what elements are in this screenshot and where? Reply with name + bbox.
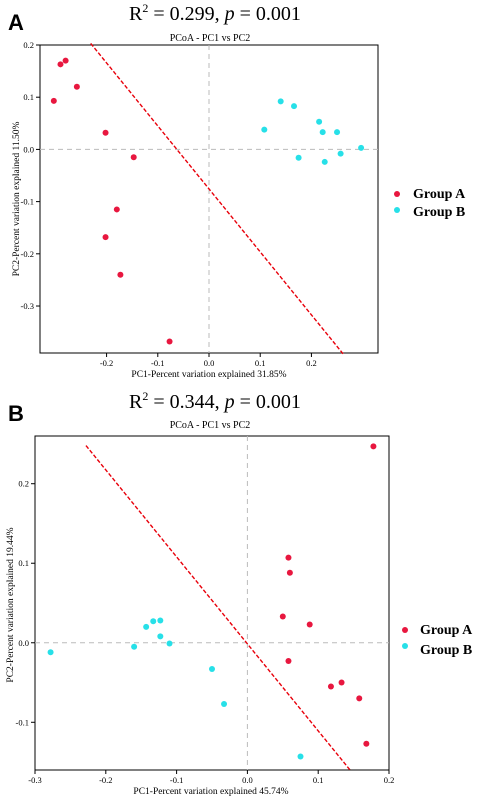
y-tick-label: -0.3 xyxy=(21,301,34,311)
point-group-a xyxy=(50,97,57,104)
point-group-b xyxy=(47,649,54,656)
plot-frame xyxy=(34,435,390,771)
regression-line xyxy=(90,42,345,356)
x-tick-label: 0.1 xyxy=(255,358,266,368)
legend: Group A Group B xyxy=(394,187,466,220)
point-group-b xyxy=(261,126,268,133)
panel-letter: B xyxy=(8,401,24,426)
y-tick-label: 0.1 xyxy=(18,558,29,568)
point-group-a xyxy=(370,443,377,450)
x-tick-label: 0.1 xyxy=(313,775,324,785)
panel-a: A R2 = 0.299, p = 0.001 PCoA - PC1 vs PC… xyxy=(8,1,466,380)
point-group-b xyxy=(358,144,365,151)
legend-marker-group-b xyxy=(394,207,400,213)
point-group-b xyxy=(157,633,164,640)
point-group-a xyxy=(285,658,292,665)
point-group-a xyxy=(130,154,137,161)
point-group-b xyxy=(316,118,323,125)
y-tick-label: -0.2 xyxy=(21,249,34,259)
stat-annotation: R2 = 0.344, p = 0.001 xyxy=(129,389,301,413)
point-group-a xyxy=(102,129,109,136)
point-group-a xyxy=(285,554,292,561)
legend-marker-group-a xyxy=(402,627,408,633)
point-group-a xyxy=(356,695,363,702)
legend-marker-group-a xyxy=(394,191,400,197)
x-tick-label: -0.1 xyxy=(170,775,183,785)
point-group-b xyxy=(297,753,304,760)
point-group-a xyxy=(166,338,173,345)
x-axis-label: PC1-Percent variation explained 31.85% xyxy=(131,370,286,380)
legend-marker-group-b xyxy=(402,643,408,649)
point-group-b xyxy=(150,618,157,625)
y-tick-label: 0.2 xyxy=(23,40,34,50)
y-tick-label: 0.0 xyxy=(18,638,29,648)
x-tick-label: 0.0 xyxy=(242,775,253,785)
point-group-b xyxy=(321,158,328,165)
point-group-b xyxy=(166,640,173,647)
point-group-a xyxy=(57,61,64,68)
y-axis-label: PC2-Percent variation explained 11.50% xyxy=(12,122,22,277)
point-group-b xyxy=(277,98,284,105)
x-tick-label: 0.0 xyxy=(204,358,215,368)
x-tick-label: -0.2 xyxy=(100,358,113,368)
legend-label-group-a: Group A xyxy=(420,623,473,638)
point-group-b xyxy=(291,103,298,110)
stat-annotation: R2 = 0.299, p = 0.001 xyxy=(129,1,301,25)
x-tick-label: -0.1 xyxy=(151,358,164,368)
point-group-a xyxy=(73,83,80,90)
y-tick-label: 0.1 xyxy=(23,92,34,102)
chart-title: PCoA - PC1 vs PC2 xyxy=(170,33,251,44)
legend-label-group-b: Group B xyxy=(420,643,472,658)
point-group-a xyxy=(117,271,124,278)
legend-label-group-b: Group B xyxy=(413,205,465,220)
y-tick-label: 0.2 xyxy=(18,479,29,489)
regression-line xyxy=(85,445,351,771)
point-group-a xyxy=(62,57,69,64)
x-tick-label: 0.2 xyxy=(384,775,395,785)
panel-b: B R2 = 0.344, p = 0.001 PCoA - PC1 vs PC… xyxy=(6,389,473,797)
x-tick-label: -0.3 xyxy=(28,775,41,785)
legend-label-group-a: Group A xyxy=(413,187,466,202)
plot-area: -0.3 -0.2 -0.1 0.0 0.1 0.2 0.2 0.1 0.0 -0.1 xyxy=(16,436,395,785)
y-tick-label: -0.1 xyxy=(21,197,34,207)
point-group-b xyxy=(295,154,302,161)
point-group-b xyxy=(221,700,228,707)
point-group-a xyxy=(306,621,313,628)
point-group-a xyxy=(363,740,370,747)
point-group-a xyxy=(113,206,120,213)
point-group-b xyxy=(319,129,326,136)
point-group-a xyxy=(327,683,334,690)
point-group-b xyxy=(337,150,344,157)
point-group-a xyxy=(279,613,286,620)
x-tick-label: -0.2 xyxy=(99,775,112,785)
point-group-b xyxy=(157,617,164,624)
y-tick-label: -0.1 xyxy=(16,717,29,727)
point-group-b xyxy=(209,666,215,673)
chart-title: PCoA - PC1 vs PC2 xyxy=(170,420,251,431)
plot-area: -0.2 -0.1 0.0 0.1 0.2 0.2 0.1 0.0 -0.1 -0.2 -0.3 xyxy=(21,40,378,368)
point-group-b xyxy=(143,623,150,630)
legend: Group A Group B xyxy=(402,623,473,658)
point-group-b xyxy=(131,643,138,650)
point-group-a xyxy=(102,234,109,241)
panel-letter: A xyxy=(8,10,24,35)
point-group-b xyxy=(334,129,341,136)
x-axis-label: PC1-Percent variation explained 45.74% xyxy=(133,787,288,797)
point-group-a xyxy=(286,569,293,576)
y-axis-label: PC2-Percent variation explained 19.44% xyxy=(6,527,16,682)
x-tick-label: 0.2 xyxy=(306,358,317,368)
point-group-a xyxy=(338,679,345,686)
y-tick-label: 0.0 xyxy=(23,144,34,154)
